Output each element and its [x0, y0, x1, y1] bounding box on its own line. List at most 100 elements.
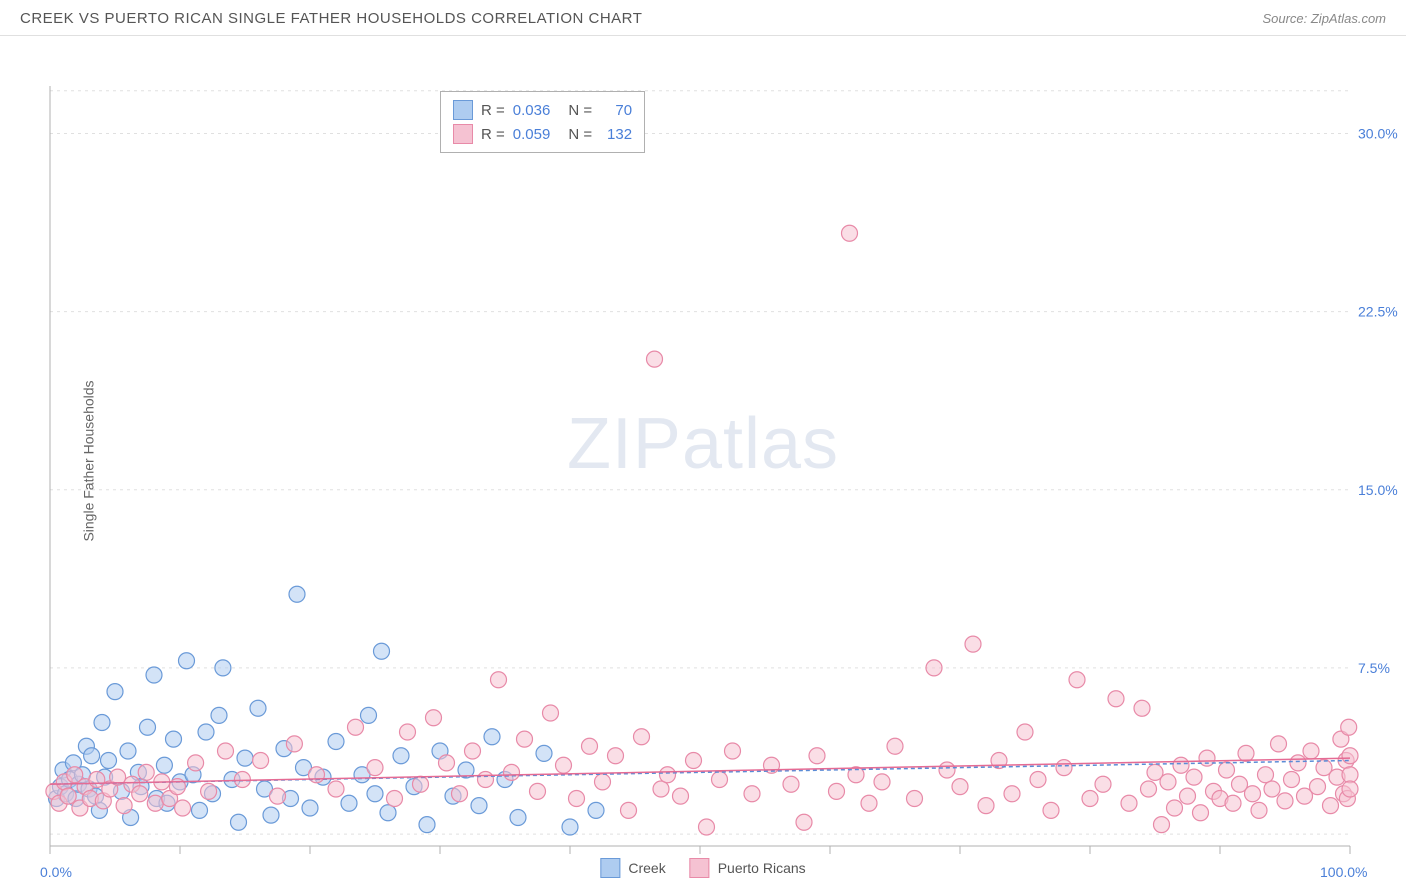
- scatter-point: [1342, 781, 1358, 797]
- scatter-point: [1251, 802, 1267, 818]
- scatter-point: [439, 755, 455, 771]
- scatter-point: [101, 753, 117, 769]
- scatter-point: [328, 781, 344, 797]
- scatter-point: [471, 798, 487, 814]
- scatter-point: [725, 743, 741, 759]
- scatter-point: [341, 795, 357, 811]
- scatter-point: [1056, 760, 1072, 776]
- scatter-point: [198, 724, 214, 740]
- scatter-point: [1219, 762, 1235, 778]
- scatter-point: [263, 807, 279, 823]
- legend-n-label: N =: [568, 102, 592, 119]
- scatter-point: [504, 764, 520, 780]
- scatter-point: [978, 798, 994, 814]
- legend-r-label: R =: [481, 102, 505, 119]
- scatter-point: [309, 767, 325, 783]
- scatter-point: [582, 738, 598, 754]
- scatter-point: [1030, 772, 1046, 788]
- scatter-point: [556, 757, 572, 773]
- scatter-point: [132, 786, 148, 802]
- scatter-point: [1095, 776, 1111, 792]
- scatter-point: [569, 791, 585, 807]
- scatter-point: [237, 750, 253, 766]
- scatter-point: [952, 779, 968, 795]
- scatter-point: [907, 791, 923, 807]
- scatter-point: [1193, 805, 1209, 821]
- scatter-point: [286, 736, 302, 752]
- scatter-point: [94, 715, 110, 731]
- legend-swatch: [453, 124, 473, 144]
- scatter-point: [1290, 755, 1306, 771]
- scatter-point: [1342, 767, 1358, 783]
- scatter-point: [1271, 736, 1287, 752]
- chart-source: Source: ZipAtlas.com: [1262, 11, 1386, 26]
- scatter-point: [234, 772, 250, 788]
- scatter-point: [1121, 795, 1137, 811]
- legend-swatch: [453, 100, 473, 120]
- scatter-point: [166, 731, 182, 747]
- scatter-point: [517, 731, 533, 747]
- scatter-point: [653, 781, 669, 797]
- scatter-point: [120, 743, 136, 759]
- scatter-point: [465, 743, 481, 759]
- scatter-point: [744, 786, 760, 802]
- scatter-point: [1082, 791, 1098, 807]
- scatter-point: [1245, 786, 1261, 802]
- scatter-point: [484, 729, 500, 745]
- scatter-point: [796, 814, 812, 830]
- chart-container: Single Father Households ZIPatlas 7.5%15…: [0, 36, 1406, 886]
- scatter-point: [393, 748, 409, 764]
- x-axis-label-max: 100.0%: [1320, 864, 1367, 880]
- scatter-point: [60, 788, 76, 804]
- legend-r-label: R =: [481, 126, 505, 143]
- svg-text:7.5%: 7.5%: [1358, 660, 1390, 676]
- scatter-point: [253, 753, 269, 769]
- scatter-point: [530, 783, 546, 799]
- scatter-point: [1341, 719, 1357, 735]
- chart-header: CREEK VS PUERTO RICAN SINGLE FATHER HOUS…: [0, 0, 1406, 36]
- scatter-point: [1277, 793, 1293, 809]
- scatter-point: [874, 774, 890, 790]
- scatter-point: [1141, 781, 1157, 797]
- scatter-point: [419, 817, 435, 833]
- scatter-point: [1323, 798, 1339, 814]
- scatter-point: [634, 729, 650, 745]
- scatter-point: [289, 586, 305, 602]
- scatter-point: [361, 707, 377, 723]
- scatter-point: [536, 745, 552, 761]
- scatter-point: [673, 788, 689, 804]
- scatter-point: [608, 748, 624, 764]
- scatter-point: [809, 748, 825, 764]
- scatter-point: [140, 719, 156, 735]
- scatter-point: [387, 791, 403, 807]
- chart-title: CREEK VS PUERTO RICAN SINGLE FATHER HOUS…: [20, 10, 642, 27]
- scatter-point: [595, 774, 611, 790]
- scatter-point: [543, 705, 559, 721]
- scatter-point: [156, 757, 172, 773]
- scatter-point: [231, 814, 247, 830]
- scatter-point: [175, 800, 191, 816]
- legend-r-value: 0.036: [513, 102, 551, 119]
- x-axis-label-min: 0.0%: [40, 864, 72, 880]
- scatter-point: [491, 672, 507, 688]
- svg-text:22.5%: 22.5%: [1358, 304, 1398, 320]
- legend-label: Puerto Ricans: [718, 860, 806, 876]
- legend-n-label: N =: [568, 126, 592, 143]
- scatter-point: [147, 795, 163, 811]
- scatter-point: [1258, 767, 1274, 783]
- scatter-point: [413, 776, 429, 792]
- scatter-point: [380, 805, 396, 821]
- scatter-point: [829, 783, 845, 799]
- scatter-point: [215, 660, 231, 676]
- scatter-point: [647, 351, 663, 367]
- scatter-point: [1186, 769, 1202, 785]
- scatter-point: [138, 764, 154, 780]
- bottom-legend: CreekPuerto Ricans: [600, 858, 805, 878]
- scatter-point: [699, 819, 715, 835]
- scatter-point: [1108, 691, 1124, 707]
- scatter-point: [116, 798, 132, 814]
- scatter-point: [1225, 795, 1241, 811]
- scatter-point: [328, 734, 344, 750]
- scatter-point: [1264, 781, 1280, 797]
- scatter-point: [660, 767, 676, 783]
